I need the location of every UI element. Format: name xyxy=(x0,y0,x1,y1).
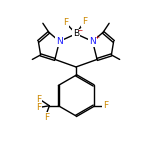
Text: F: F xyxy=(63,18,68,27)
Text: F: F xyxy=(103,101,108,110)
Text: F: F xyxy=(36,95,41,104)
Text: F: F xyxy=(44,113,49,122)
Text: +: + xyxy=(94,35,99,40)
Text: B: B xyxy=(73,29,79,38)
Text: N: N xyxy=(89,37,96,46)
Text: F: F xyxy=(82,17,87,26)
Text: −: − xyxy=(78,27,83,32)
Text: N: N xyxy=(56,37,63,46)
Text: F: F xyxy=(36,103,41,112)
